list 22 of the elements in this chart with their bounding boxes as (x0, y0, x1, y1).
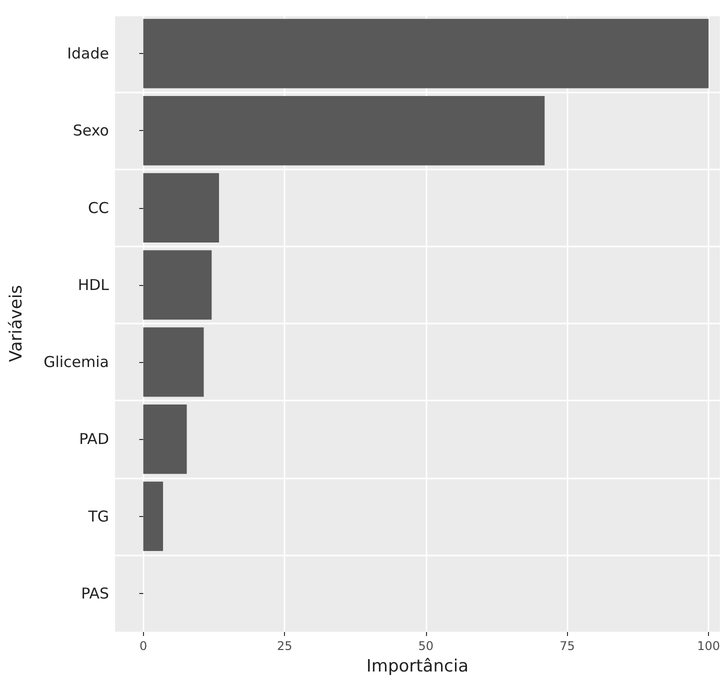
y-tick-label: Idade (67, 44, 109, 63)
bar (143, 18, 709, 88)
bar (143, 173, 220, 243)
y-tick-label: PAD (79, 430, 109, 448)
x-tick-label: 75 (560, 639, 575, 653)
y-tick-label: PAS (81, 584, 109, 602)
y-tick-label: Glicemia (44, 353, 109, 372)
bar (143, 327, 204, 397)
bar (143, 482, 164, 552)
bar (143, 404, 187, 474)
x-axis-title: Importância (366, 656, 468, 676)
y-tick-label: TG (87, 507, 109, 526)
y-tick-label: HDL (78, 276, 110, 294)
x-tick-label: 50 (418, 639, 434, 653)
y-axis-title: Variáveis (6, 284, 26, 362)
bar (143, 250, 212, 320)
x-tick-label: 100 (697, 639, 720, 653)
x-tick-label: 0 (139, 639, 148, 653)
y-tick-label: Sexo (72, 122, 109, 140)
y-tick-label: CC (88, 198, 109, 217)
x-tick-label: 25 (276, 639, 292, 653)
bar (143, 96, 545, 166)
